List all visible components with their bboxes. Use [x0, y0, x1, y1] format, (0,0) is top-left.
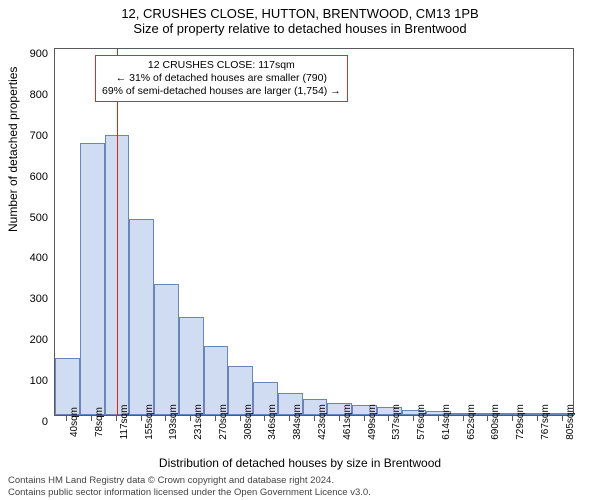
- x-tick-label: 308sqm: [243, 404, 254, 440]
- footer-line2: Contains public sector information licen…: [8, 487, 371, 498]
- histogram-bar: [80, 143, 105, 415]
- x-tick-label: 690sqm: [490, 404, 501, 440]
- callout-line2: ← 31% of detached houses are smaller (79…: [102, 72, 341, 85]
- footer-line1: Contains HM Land Registry data © Crown c…: [8, 475, 371, 486]
- x-tick-label: 155sqm: [144, 404, 155, 440]
- property-marker-line: [117, 49, 118, 415]
- y-tick-label: 900: [30, 48, 48, 60]
- x-tick-label: 767sqm: [540, 404, 551, 440]
- chart-footer: Contains HM Land Registry data © Crown c…: [8, 475, 371, 498]
- x-tick-label: 117sqm: [119, 405, 130, 440]
- x-tick-label: 384sqm: [292, 404, 303, 440]
- x-tick-label: 461sqm: [342, 404, 353, 440]
- y-tick-label: 700: [30, 130, 48, 142]
- histogram-bar: [129, 219, 154, 415]
- y-tick-label: 500: [30, 212, 48, 224]
- x-tick-label: 423sqm: [317, 404, 328, 440]
- x-tick-label: 576sqm: [416, 404, 427, 440]
- y-tick-label: 200: [30, 334, 48, 346]
- histogram-bar: [179, 317, 204, 415]
- x-tick-label: 614sqm: [441, 404, 452, 440]
- chart-title-line2: Size of property relative to detached ho…: [0, 21, 600, 36]
- y-axis-ticks: 0100200300400500600700800900: [0, 48, 54, 416]
- x-axis-ticks: 40sqm78sqm117sqm155sqm193sqm231sqm270sqm…: [54, 416, 574, 460]
- chart-plot-area: 12 CRUSHES CLOSE: 117sqm ← 31% of detach…: [54, 48, 574, 416]
- x-tick-label: 537sqm: [391, 404, 402, 440]
- callout-line3: 69% of semi-detached houses are larger (…: [102, 85, 341, 98]
- y-tick-label: 300: [30, 293, 48, 305]
- x-tick-label: 193sqm: [168, 404, 179, 440]
- x-tick-label: 40sqm: [69, 407, 80, 437]
- x-tick-label: 231sqm: [193, 404, 204, 440]
- x-tick-label: 78sqm: [94, 407, 105, 437]
- y-tick-label: 800: [30, 89, 48, 101]
- property-callout: 12 CRUSHES CLOSE: 117sqm ← 31% of detach…: [95, 55, 348, 102]
- x-tick-label: 270sqm: [218, 404, 229, 440]
- callout-line1: 12 CRUSHES CLOSE: 117sqm: [102, 59, 341, 72]
- y-tick-label: 100: [30, 375, 48, 387]
- x-tick-label: 805sqm: [565, 404, 576, 440]
- x-axis-label: Distribution of detached houses by size …: [0, 456, 600, 470]
- histogram-bar: [154, 284, 179, 415]
- y-tick-label: 400: [30, 252, 48, 264]
- x-tick-label: 652sqm: [466, 404, 477, 440]
- y-tick-label: 0: [42, 416, 48, 428]
- x-tick-label: 346sqm: [267, 404, 278, 440]
- y-tick-label: 600: [30, 171, 48, 183]
- x-tick-label: 499sqm: [367, 404, 378, 440]
- chart-title-line1: 12, CRUSHES CLOSE, HUTTON, BRENTWOOD, CM…: [0, 6, 600, 21]
- x-tick-label: 729sqm: [515, 404, 526, 440]
- chart-title-block: 12, CRUSHES CLOSE, HUTTON, BRENTWOOD, CM…: [0, 0, 600, 38]
